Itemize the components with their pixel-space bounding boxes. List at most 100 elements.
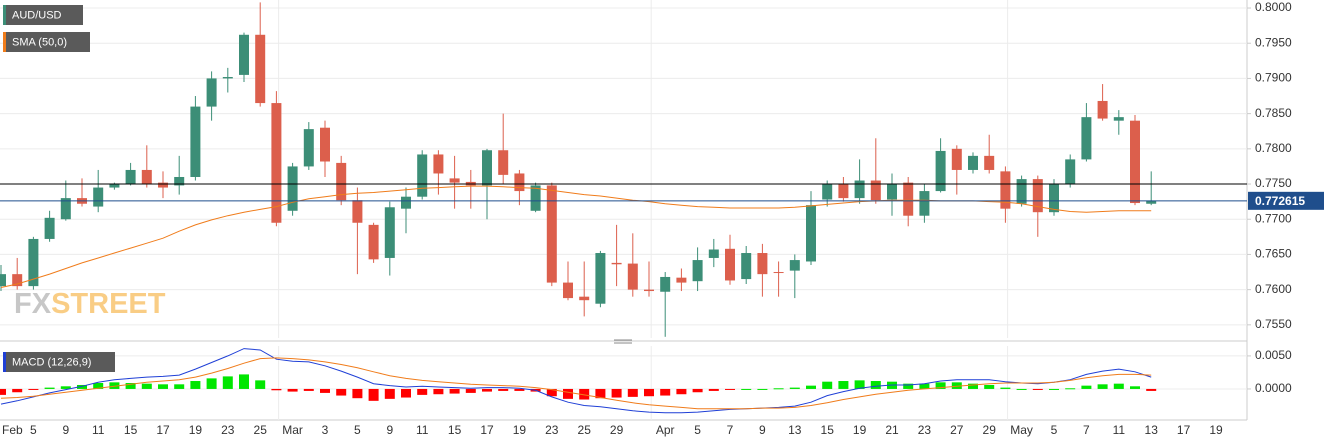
candle-body [1016,179,1027,204]
x-tick-label: 23 [221,423,235,437]
x-tick-label: 13 [788,423,802,437]
histogram-bar [644,388,654,397]
legend-label: MACD (12,26,9) [12,356,91,368]
x-tick-label: 7 [1083,423,1090,437]
candle-body [854,180,865,199]
histogram-bar [1081,385,1092,389]
x-tick-label: 9 [759,423,766,437]
histogram-bar [384,388,395,399]
histogram-bar [60,386,71,389]
histogram-bar [611,388,622,398]
x-tick-label: 15 [821,423,835,437]
x-tick-label: 29 [983,423,997,437]
histogram-bar [77,384,87,389]
candle-body [1032,179,1043,213]
x-tick-label: 13 [1145,423,1159,437]
candle-body [125,169,136,185]
candle-body [838,184,849,199]
x-tick-label: 11 [92,423,105,437]
histogram-bar [579,388,590,400]
legend-swatch [3,352,6,372]
histogram-bar [190,381,201,389]
histogram-bar [44,387,55,389]
candle-body [401,196,411,209]
x-tick-label: 5 [354,423,361,437]
candle-body [44,217,55,239]
x-tick-label: 15 [448,423,462,437]
x-tick-label: Feb [2,423,23,437]
candle-body [968,155,978,170]
y-tick-label: 0.7700 [1255,211,1292,225]
histogram-bar [498,388,509,391]
candle-body [336,162,347,201]
histogram-bar [708,388,719,391]
y-tick-label: 0.7800 [1255,141,1292,155]
candle-body [935,150,946,192]
x-tick-label: 29 [610,423,624,437]
candle-body [546,185,557,283]
histogram-bar [806,385,816,389]
histogram-bar [854,380,865,389]
last-price-label: 0.772615 [1255,194,1305,208]
histogram-bar [417,388,428,395]
histogram-bar [433,388,444,395]
legend-box [3,352,115,372]
candle-body [222,77,233,79]
histogram-bar [627,388,638,397]
histogram-bar [449,388,460,394]
histogram-bar [595,388,606,399]
histogram-bar [1000,387,1011,389]
histogram-bar [109,382,120,389]
candle-body [449,178,460,183]
y-tick-label: 0.7950 [1255,35,1292,49]
candle-body [320,127,330,162]
histogram-bar [1032,388,1043,390]
candle-body [530,185,541,211]
x-tick-label: 25 [254,423,268,437]
histogram-bar [919,383,930,389]
candle-body [303,129,314,167]
candle-body [757,253,768,275]
x-tick-label: 27 [950,423,964,437]
histogram-bar [93,383,104,389]
histogram-bar [482,388,492,392]
watermark: FXSTREET [14,288,166,320]
histogram-bar [951,382,962,389]
histogram-bar [287,388,298,392]
histogram-bar [465,388,476,393]
candle-body [0,274,6,287]
histogram-bar [514,388,525,391]
histogram-bar [0,388,6,395]
candle-body [919,191,930,216]
histogram-bar [206,378,217,389]
candle-body [1065,159,1076,185]
candle-body [141,169,152,185]
candle-body [1146,200,1157,204]
candle-body [595,253,606,304]
candle-body [660,276,671,292]
legend-label: SMA (50,0) [12,36,67,48]
histogram-bar [660,388,671,396]
candle-body [28,238,39,287]
histogram-bar [271,388,282,391]
macd-line [0,348,1152,414]
candle-body [109,184,120,188]
legend-item: MACD (12,26,9) [3,352,115,372]
histogram-bar [352,388,363,399]
histogram-bar [676,388,687,395]
histogram-bar [1113,383,1124,389]
candle-body [482,150,492,186]
legend-box [3,32,90,52]
candle-body [903,182,914,216]
x-tick-label: 9 [62,423,69,437]
histogram-bar [725,388,735,390]
y-tick-label: 0.7600 [1255,282,1292,296]
histogram-bar [838,381,849,389]
histogram-bar [903,383,914,389]
x-tick-label: 11 [1113,423,1126,437]
x-tick-label: 9 [386,423,393,437]
x-tick-label: 17 [156,423,170,437]
candle-body [644,289,654,292]
x-tick-label: 19 [513,423,527,437]
